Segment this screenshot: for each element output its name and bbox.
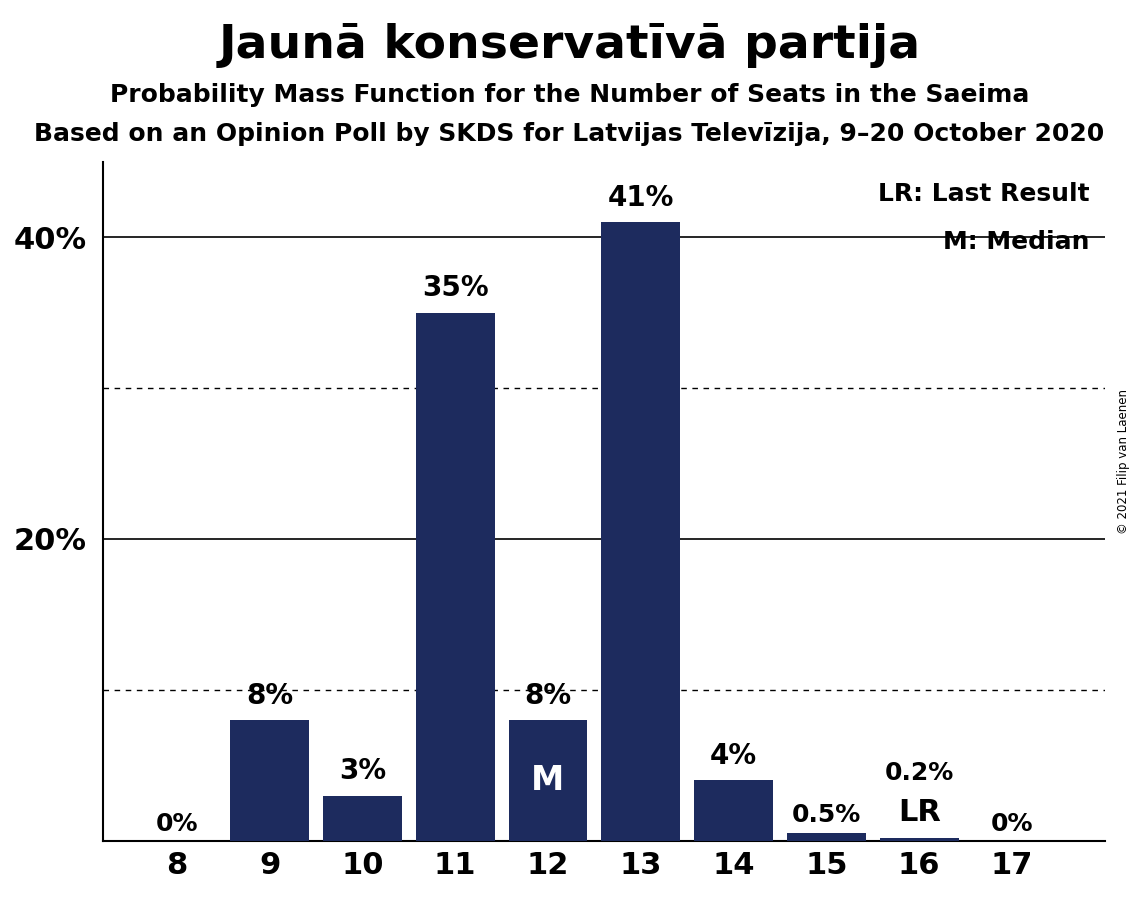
Text: 41%: 41% — [607, 184, 674, 212]
Text: Jaunā konservatīvā partija: Jaunā konservatīvā partija — [219, 23, 920, 68]
Bar — [694, 781, 773, 841]
Bar — [323, 796, 402, 841]
Text: 4%: 4% — [710, 742, 757, 770]
Text: © 2021 Filip van Laenen: © 2021 Filip van Laenen — [1117, 390, 1130, 534]
Text: M: M — [532, 764, 565, 797]
Text: 8%: 8% — [246, 682, 293, 710]
Text: 0.5%: 0.5% — [792, 803, 861, 827]
Text: Based on an Opinion Poll by SKDS for Latvijas Televīzija, 9–20 October 2020: Based on an Opinion Poll by SKDS for Lat… — [34, 122, 1105, 146]
Text: 8%: 8% — [524, 682, 572, 710]
Text: M: Median: M: Median — [943, 230, 1090, 253]
Text: 3%: 3% — [338, 757, 386, 785]
Text: 0%: 0% — [156, 812, 198, 836]
Text: 0%: 0% — [991, 812, 1033, 836]
Bar — [787, 833, 866, 841]
Text: 0.2%: 0.2% — [885, 761, 953, 785]
Text: LR: Last Result: LR: Last Result — [878, 182, 1090, 206]
Bar — [508, 720, 588, 841]
Bar — [230, 720, 309, 841]
Bar — [879, 838, 959, 841]
Text: Probability Mass Function for the Number of Seats in the Saeima: Probability Mass Function for the Number… — [109, 83, 1030, 107]
Bar — [416, 312, 494, 841]
Text: 35%: 35% — [421, 274, 489, 302]
Bar — [601, 222, 680, 841]
Text: LR: LR — [898, 798, 941, 827]
